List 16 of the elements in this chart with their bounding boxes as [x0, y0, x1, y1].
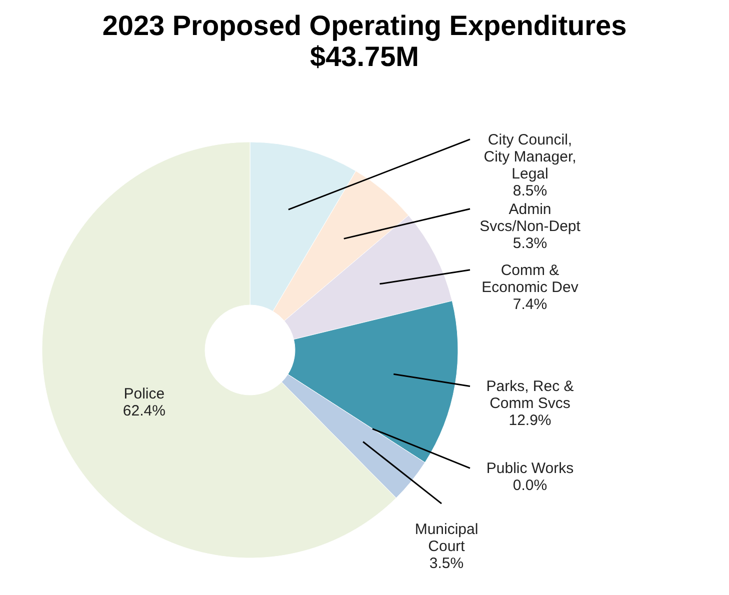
slice-label: Municipal Court	[414, 521, 478, 556]
slice-label: Parks, Rec & Comm Svcs	[486, 378, 574, 412]
slice-label: Admin Svcs/Non-Dept	[480, 200, 582, 235]
category-label: Public Works	[486, 460, 574, 478]
data-label: 12.9%	[508, 412, 552, 430]
slice-label: Police	[124, 385, 165, 402]
data-label: 5.3%	[512, 234, 548, 252]
data-label: 8.5%	[512, 182, 548, 200]
slice-label: Comm & Economic Dev	[482, 262, 579, 296]
chart-subtitle: $43.75M	[310, 41, 419, 72]
slice-label: City Council, City Manager, Legal	[484, 131, 576, 182]
chart-title: 2023 Proposed Operating Expenditures	[102, 10, 627, 41]
data-label: 3.5%	[429, 555, 464, 572]
data-label: 62.4%	[122, 402, 166, 420]
text: 0.0%	[512, 477, 548, 494]
data-label: 7.4%	[512, 296, 548, 313]
